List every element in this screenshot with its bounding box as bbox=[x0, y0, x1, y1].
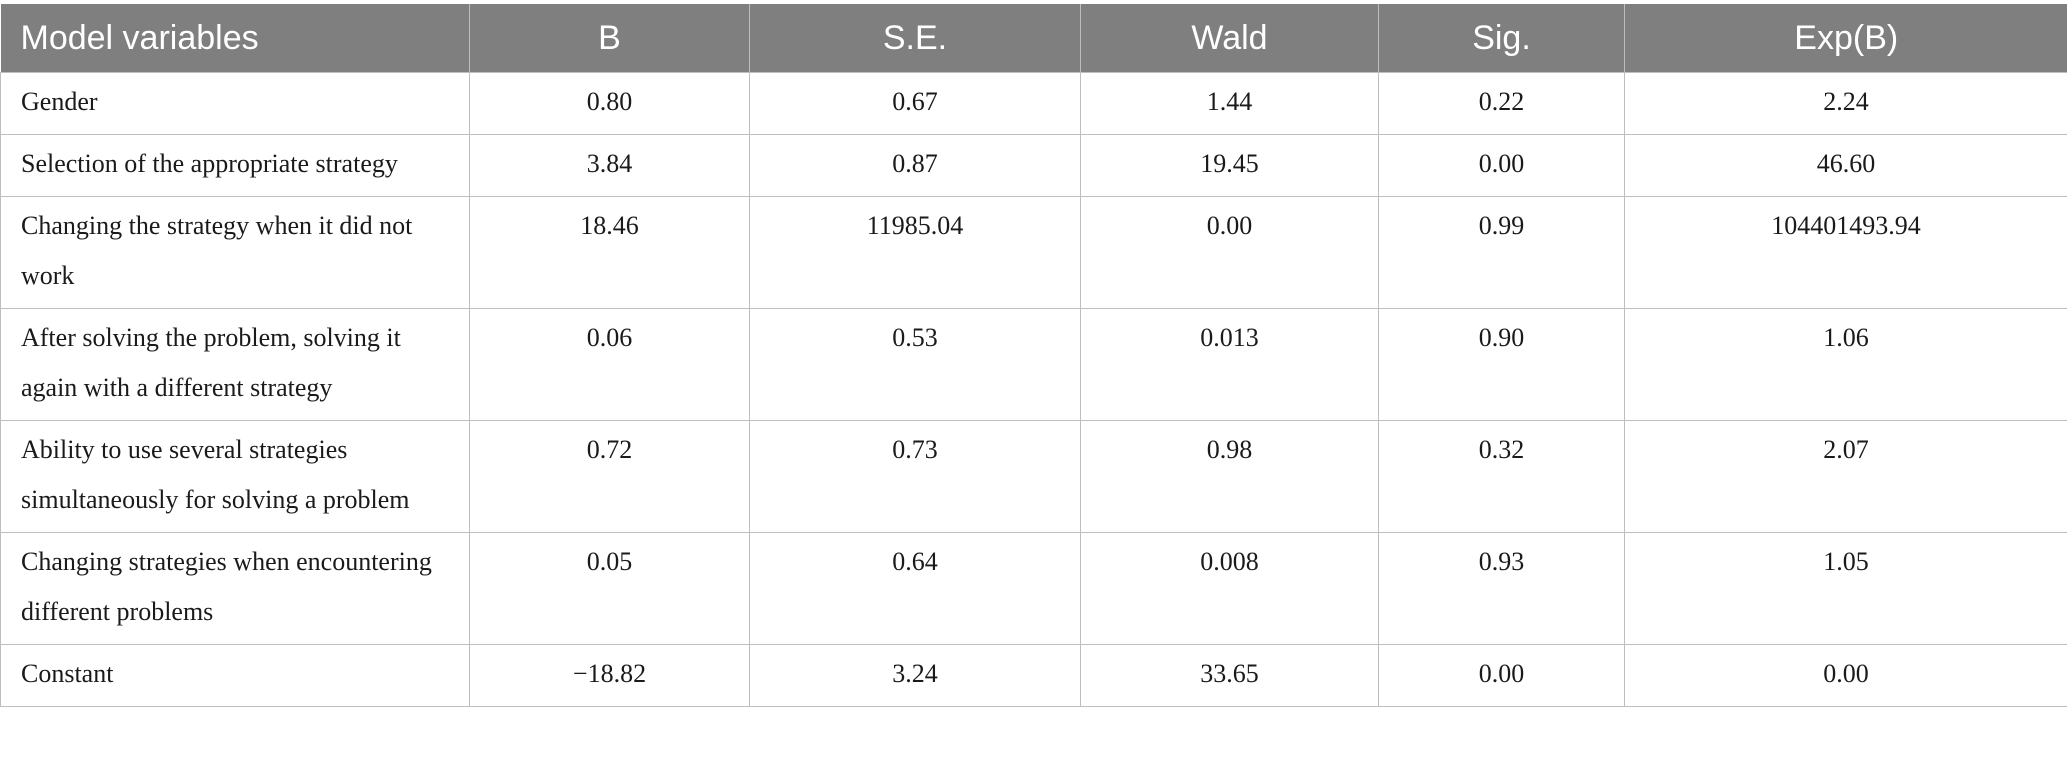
cell-wald: 0.98 bbox=[1080, 420, 1379, 533]
header-row: Model variables B S.E. Wald Sig. Exp(B) bbox=[0, 4, 2067, 73]
header-expb: Exp(B) bbox=[1624, 4, 2067, 73]
cell-se: 0.64 bbox=[749, 532, 1081, 645]
cell-b: 3.84 bbox=[469, 134, 750, 197]
cell-expb: 2.07 bbox=[1624, 420, 2067, 533]
cell-expb: 1.06 bbox=[1624, 308, 2067, 421]
cell-se: 0.67 bbox=[749, 72, 1081, 135]
header-b: B bbox=[469, 4, 750, 73]
cell-b: 0.05 bbox=[469, 532, 750, 645]
cell-expb: 46.60 bbox=[1624, 134, 2067, 197]
row-label: Constant bbox=[0, 644, 470, 707]
cell-se: 3.24 bbox=[749, 644, 1081, 707]
cell-wald: 0.008 bbox=[1080, 532, 1379, 645]
header-sig: Sig. bbox=[1378, 4, 1625, 73]
row-label: Gender bbox=[0, 72, 470, 135]
row-label: After solving the problem, solving it ag… bbox=[0, 308, 470, 421]
cell-sig: 0.00 bbox=[1378, 644, 1625, 707]
cell-sig: 0.90 bbox=[1378, 308, 1625, 421]
table-row: Gender 0.80 0.67 1.44 0.22 2.24 bbox=[0, 72, 2067, 135]
cell-expb: 2.24 bbox=[1624, 72, 2067, 135]
table-row: Changing the strategy when it did not wo… bbox=[0, 196, 2067, 309]
cell-wald: 1.44 bbox=[1080, 72, 1379, 135]
table-row: Changing strategies when encountering di… bbox=[0, 532, 2067, 645]
cell-b: 0.06 bbox=[469, 308, 750, 421]
row-label: Changing strategies when encountering di… bbox=[0, 532, 470, 645]
table-row: After solving the problem, solving it ag… bbox=[0, 308, 2067, 421]
cell-wald: 0.013 bbox=[1080, 308, 1379, 421]
cell-se: 0.53 bbox=[749, 308, 1081, 421]
cell-b: 18.46 bbox=[469, 196, 750, 309]
regression-table: Model variables B S.E. Wald Sig. Exp(B) … bbox=[0, 4, 2067, 707]
cell-wald: 19.45 bbox=[1080, 134, 1379, 197]
cell-b: 0.80 bbox=[469, 72, 750, 135]
cell-expb: 104401493.94 bbox=[1624, 196, 2067, 309]
row-label: Changing the strategy when it did not wo… bbox=[0, 196, 470, 309]
table-row: Constant −18.82 3.24 33.65 0.00 0.00 bbox=[0, 644, 2067, 707]
cell-expb: 0.00 bbox=[1624, 644, 2067, 707]
row-label: Selection of the appropriate strategy bbox=[0, 134, 470, 197]
cell-se: 11985.04 bbox=[749, 196, 1081, 309]
header-se: S.E. bbox=[749, 4, 1081, 73]
cell-expb: 1.05 bbox=[1624, 532, 2067, 645]
cell-sig: 0.93 bbox=[1378, 532, 1625, 645]
cell-b: −18.82 bbox=[469, 644, 750, 707]
cell-sig: 0.22 bbox=[1378, 72, 1625, 135]
cell-sig: 0.99 bbox=[1378, 196, 1625, 309]
table-body: Gender 0.80 0.67 1.44 0.22 2.24 Selectio… bbox=[0, 72, 2067, 707]
row-label: Ability to use several strategies simult… bbox=[0, 420, 470, 533]
cell-se: 0.73 bbox=[749, 420, 1081, 533]
cell-sig: 0.32 bbox=[1378, 420, 1625, 533]
cell-se: 0.87 bbox=[749, 134, 1081, 197]
table-row: Ability to use several strategies simult… bbox=[0, 420, 2067, 533]
header-wald: Wald bbox=[1080, 4, 1379, 73]
header-model-variables: Model variables bbox=[0, 4, 470, 73]
cell-wald: 0.00 bbox=[1080, 196, 1379, 309]
table-row: Selection of the appropriate strategy 3.… bbox=[0, 134, 2067, 197]
cell-wald: 33.65 bbox=[1080, 644, 1379, 707]
cell-sig: 0.00 bbox=[1378, 134, 1625, 197]
table-header: Model variables B S.E. Wald Sig. Exp(B) bbox=[0, 4, 2067, 73]
cell-b: 0.72 bbox=[469, 420, 750, 533]
